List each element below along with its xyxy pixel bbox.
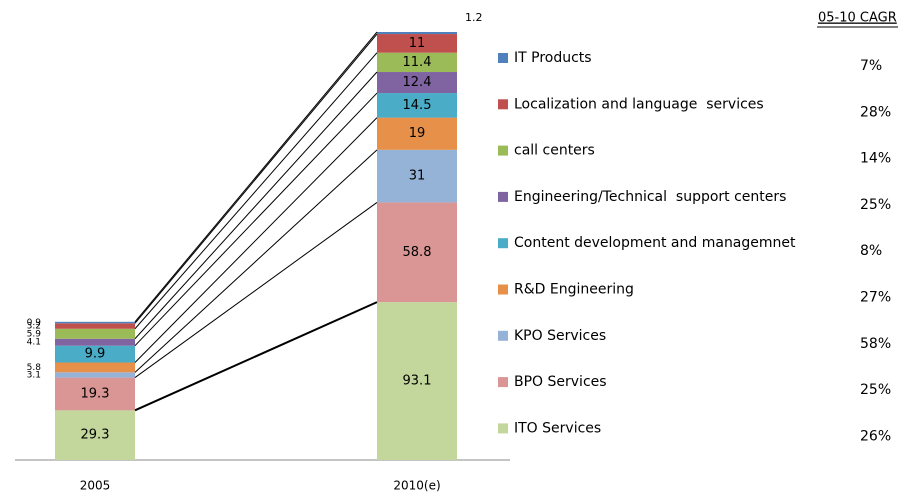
- legend-label: R&D Engineering: [514, 282, 634, 298]
- legend-label: Localization and language services: [514, 96, 764, 112]
- value-label: 5.9: [27, 329, 42, 339]
- value-label: 14.5: [403, 98, 432, 113]
- cagr-value: 26%: [860, 428, 891, 444]
- cagr-title: 05-10 CAGR: [818, 11, 897, 26]
- legend-swatch: [498, 191, 508, 202]
- legend-label: KPO Services: [514, 328, 606, 344]
- cagr-value: 58%: [860, 336, 891, 352]
- value-label: 1.2: [465, 11, 483, 24]
- connector: [134, 301, 378, 412]
- value-label: 11: [409, 36, 426, 51]
- connector: [134, 202, 378, 378]
- value-label: 29.3: [81, 428, 110, 443]
- bar-segment: [377, 202, 457, 303]
- legend-label: Engineering/Technical support centers: [514, 189, 786, 205]
- legend-swatch: [498, 145, 508, 156]
- value-label: 19: [409, 126, 426, 141]
- bar-segment: [377, 93, 457, 118]
- bar-segment: [377, 302, 457, 460]
- value-label: 5.8: [27, 363, 42, 373]
- legend-swatch: [498, 99, 508, 110]
- x-tick-label: 2005: [80, 479, 111, 493]
- bar-segment: [55, 410, 135, 460]
- bar-segment: [55, 328, 135, 339]
- legend-swatch: [498, 377, 508, 388]
- bar-segment: [377, 34, 457, 53]
- legend-swatch: [498, 423, 508, 434]
- bar-segment: [377, 52, 457, 73]
- value-label: 0.9: [27, 318, 42, 328]
- value-label: 4.1: [27, 338, 41, 348]
- value-label: 31: [409, 169, 426, 184]
- bar-segment: [377, 72, 457, 94]
- connector: [134, 52, 378, 330]
- connector: [134, 117, 378, 363]
- cagr-value: 14%: [860, 151, 891, 167]
- bar-segment: [55, 372, 135, 378]
- connector: [134, 149, 378, 373]
- bar-segment: [55, 338, 135, 346]
- legend-swatch: [498, 284, 508, 295]
- connector: [134, 33, 378, 324]
- value-label: 3.2: [27, 322, 41, 332]
- cagr-value: 25%: [860, 382, 891, 398]
- value-label: 19.3: [81, 386, 110, 401]
- cagr-value: 7%: [860, 58, 882, 74]
- cagr-value: 25%: [860, 197, 891, 213]
- value-label: 58.8: [403, 245, 432, 260]
- value-label: 9.9: [85, 347, 106, 362]
- cagr-value: 28%: [860, 104, 891, 120]
- legend-label: BPO Services: [514, 374, 607, 390]
- bar-segment: [55, 362, 135, 373]
- value-label: 12.4: [403, 75, 432, 90]
- bar-segment: [55, 323, 135, 329]
- legend-label: call centers: [514, 143, 595, 159]
- legend-label: ITO Services: [514, 420, 601, 436]
- legend-swatch: [498, 238, 508, 249]
- value-label: 11.4: [403, 55, 432, 70]
- legend-label: Content development and managemnet: [514, 235, 796, 251]
- bar-segment: [55, 377, 135, 411]
- connector: [134, 71, 378, 340]
- legend-swatch: [498, 330, 508, 341]
- bar-segment: [55, 345, 135, 363]
- bar-segment: [377, 32, 457, 35]
- legend-label: IT Products: [514, 50, 592, 66]
- legend-swatch: [498, 53, 508, 63]
- bar-segment: [55, 321, 135, 324]
- connector: [134, 92, 378, 347]
- connector: [134, 31, 378, 323]
- value-label: 93.1: [403, 374, 432, 389]
- x-tick-label: 2010(e): [393, 479, 440, 493]
- cagr-value: 8%: [860, 243, 882, 259]
- value-label: 3.1: [27, 370, 41, 380]
- cagr-value: 27%: [860, 290, 891, 306]
- bar-segment: [377, 117, 457, 150]
- bar-segment: [377, 149, 457, 203]
